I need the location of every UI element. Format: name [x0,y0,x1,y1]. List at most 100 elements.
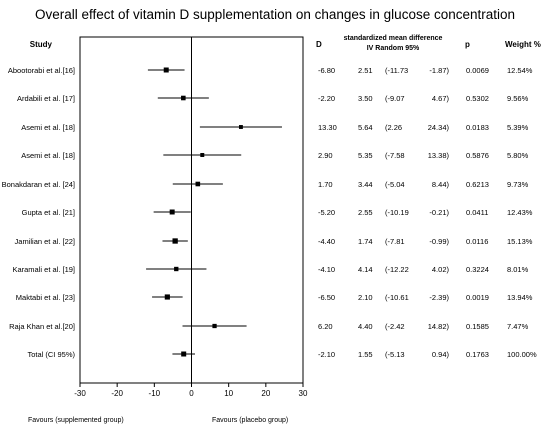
se-value: 5.64 [358,123,373,132]
ci-lower-value: (-12.22 [385,265,409,274]
ci-lower-value: (-2.42 [385,322,405,331]
study-rows: Abootorabi et al.[16] -6.80 2.51 (-11.73 -1.… [2,66,533,331]
se-value: 1.55 [358,350,373,359]
p-value: 0.1585 [466,322,489,331]
x-tick-label: -20 [111,389,123,398]
p-header: p [465,40,470,49]
chart-title: Overall effect of vitamin D supplementat… [35,7,515,22]
ci-upper-value: 4.02) [432,265,450,274]
weight-value: 5.80% [507,151,529,160]
se-value: 2.10 [358,293,373,302]
p-value: 0.0183 [466,123,489,132]
d-value: -6.80 [318,66,335,75]
study-name: Jamilian et al. [22] [15,237,75,246]
study-row: Abootorabi et al.[16] -6.80 2.51 (-11.73 -1.… [8,66,533,75]
study-row: Bonakdaran et al. [24] 1.70 3.44 (-5.04 8.44… [2,180,529,189]
d-value: -4.10 [318,265,335,274]
x-tick-label: -30 [74,389,86,398]
point-estimate-box [174,266,179,272]
ci-lower-value: (-5.13 [385,350,405,359]
se-value: 3.50 [358,94,373,103]
d-value: -6.50 [318,293,335,302]
smd-header-line1: standardized mean difference [344,35,443,42]
ci-lower-value: (-10.61 [385,293,409,302]
study-name: Ardabili et al. [17] [17,94,75,103]
se-value: 3.44 [358,180,373,189]
point-estimate-box [181,95,186,101]
point-estimate-box [172,238,178,244]
weight-value: 9.73% [507,180,529,189]
p-value: 0.0411 [466,208,488,217]
d-value: 2.90 [318,151,333,160]
ci-upper-value: 4.67) [432,94,450,103]
point-estimate-box [195,181,201,187]
study-row: Karamali et al. [19] -4.10 4.14 (-12.22 4.02… [12,265,528,274]
d-value: 13.30 [318,123,337,132]
se-value: 2.51 [358,66,373,75]
d-value: -2.20 [318,94,335,103]
study-name: Asemi et al. [18] [21,123,75,132]
ci-lower-value: (-9.07 [385,94,405,103]
total-point-estimate [181,351,187,357]
study-name: Abootorabi et al.[16] [8,66,75,75]
study-name: Asemi et al. [18] [21,151,75,160]
ci-upper-value: 14.82) [428,322,450,331]
ci-upper-value: 8.44) [432,180,450,189]
ci-upper-value: -1.87) [429,66,449,75]
ci-upper-value: -0.21) [429,208,449,217]
ci-lower-value: (-5.04 [385,180,405,189]
study-name: Bonakdaran et al. [24] [2,180,75,189]
total-row: Total (CI 95%) -2.10 1.55 (-5.13 0.94) 0.1763… [27,350,536,359]
point-estimate-box [238,125,243,129]
weight-value: 100.00% [507,350,537,359]
favours-right-label: Favours (placebo group) [212,417,288,424]
d-value: 1.70 [318,180,333,189]
weight-value: 8.01% [507,265,529,274]
ci-lower-value: (-7.81 [385,237,405,246]
point-estimate-box [163,67,169,73]
x-tick-label: 30 [299,389,308,398]
p-value: 0.0069 [466,66,489,75]
study-name: Karamali et al. [19] [12,265,75,274]
p-value: 0.6213 [466,180,489,189]
ci-lower-value: (-11.73 [385,66,408,75]
weight-value: 12.43% [507,208,533,217]
study-row: Gupta et al. [21] -5.20 2.55 (-10.19 -0.21) 0… [22,208,533,217]
point-estimate-box [212,323,217,329]
ci-upper-value: -2.39) [429,293,449,302]
ci-lower-value: (2.26 [385,123,402,132]
d-value: -4.40 [318,237,335,246]
se-value: 4.14 [358,265,373,274]
p-value: 0.0116 [466,237,488,246]
study-name: Maktabi et al. [23] [16,293,75,302]
x-axis-ticks: -30 -20 -10 0 10 20 30 [74,383,308,398]
ci-lower-value: (-10.19 [385,208,409,217]
study-name: Gupta et al. [21] [22,208,75,217]
p-value: 0.5302 [466,94,489,103]
se-value: 1.74 [358,237,373,246]
p-value: 0.0019 [466,293,489,302]
d-value: 6.20 [318,322,333,331]
d-value: -5.20 [318,208,335,217]
smd-header-line2: IV Random 95% [367,45,420,52]
x-tick-label: 20 [261,389,270,398]
d-header: D [316,40,322,49]
study-row: Asemi et al. [18] 2.90 5.35 (-7.58 13.38) 0.5… [21,151,528,160]
study-row: Jamilian et al. [22] -4.40 1.74 (-7.81 -0.99… [15,237,533,246]
weight-value: 5.39% [507,123,529,132]
study-name: Raja Khan et al.[20] [9,322,75,331]
x-tick-label: -10 [149,389,161,398]
weight-value: 9.56% [507,94,529,103]
favours-left-label: Favours (supplemented group) [28,417,124,424]
se-value: 2.55 [358,208,373,217]
point-estimate-box [200,153,205,157]
p-value: 0.3224 [466,265,489,274]
weight-value: 13.94% [507,293,533,302]
p-value: 0.5876 [466,151,489,160]
point-estimate-box [164,294,170,300]
ci-upper-value: 0.94) [432,350,450,359]
ci-upper-value: 24.34) [428,123,450,132]
x-tick-label: 0 [189,389,194,398]
point-estimate-box [169,209,175,215]
weight-header: Weight % [505,40,541,49]
